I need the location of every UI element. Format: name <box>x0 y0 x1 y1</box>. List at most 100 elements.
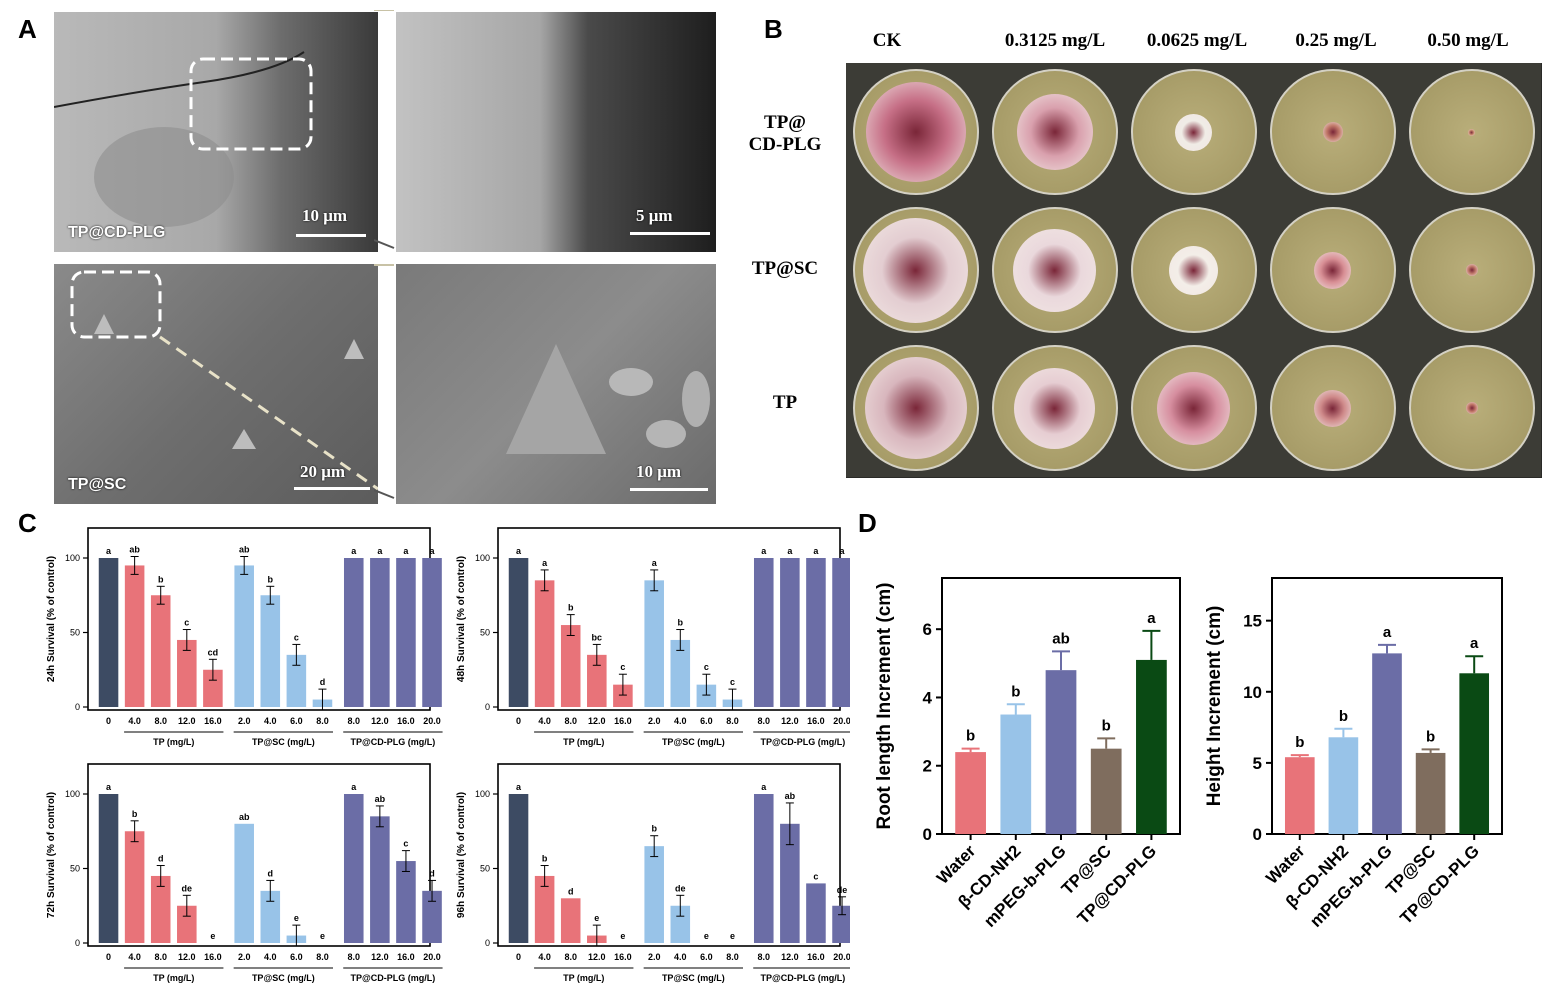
significance-letter: de <box>837 885 848 895</box>
scale-bar <box>296 234 366 237</box>
scale-bar <box>294 487 370 490</box>
bar <box>98 794 119 943</box>
petri-dish <box>1269 345 1396 471</box>
group-label: TP@CD-PLG (mg/L) <box>351 973 436 983</box>
x-tick-label: 8.0 <box>316 716 329 726</box>
x-tick-label: 4.0 <box>128 952 141 962</box>
zoom-connectors <box>374 10 395 499</box>
significance-letter: c <box>813 871 818 881</box>
column-header: CK <box>872 30 902 51</box>
bar <box>508 794 529 943</box>
petri-dish <box>852 345 979 471</box>
bar <box>560 625 581 707</box>
fungal-colony <box>1175 113 1212 151</box>
scale-text: 10 μm <box>302 206 348 225</box>
significance-letter: a <box>430 546 436 556</box>
group-label: TP@SC (mg/L) <box>252 973 315 983</box>
y-axis-label: 24h Survival (% of control) <box>46 556 57 682</box>
bar <box>124 831 145 943</box>
x-tick-label: 16.0 <box>204 952 222 962</box>
significance-letter: a <box>787 546 793 556</box>
x-tick-label: 8.0 <box>348 716 361 726</box>
significance-letter: ab <box>239 545 250 555</box>
group-label: TP@CD-PLG (mg/L) <box>761 973 846 983</box>
significance-letter: b <box>651 824 657 834</box>
x-tick-label: 12.0 <box>588 952 606 962</box>
significance-letter: a <box>106 782 112 792</box>
x-tick-label: 6.0 <box>700 716 713 726</box>
bar <box>955 752 986 834</box>
fungal-colony <box>1314 389 1351 427</box>
significance-letter: de <box>675 883 686 893</box>
x-tick-label: 4.0 <box>128 716 141 726</box>
x-tick-label: 8.0 <box>316 952 329 962</box>
row-header-line: TP@ <box>764 112 806 133</box>
bar <box>150 875 171 943</box>
x-tick-label: 4.0 <box>264 952 277 962</box>
bar <box>343 794 364 943</box>
row-header: TP <box>730 392 840 414</box>
significance-letter: ab <box>1052 630 1070 647</box>
significance-letter: a <box>652 558 658 568</box>
survival-plot: 0 50 100 96h Survival (% of control) a 0 b 4.0 d… <box>456 763 850 983</box>
group-label: TP@SC (mg/L) <box>662 973 725 983</box>
zoom-box <box>189 57 313 151</box>
bar <box>753 794 774 943</box>
group-label: TP@SC (mg/L) <box>662 737 725 747</box>
fungal-colony <box>1014 367 1095 449</box>
fungal-colony <box>1465 402 1478 414</box>
x-tick-label: 0 <box>106 716 111 726</box>
x-tick-label: 16.0 <box>614 952 632 962</box>
y-tick-label: 15 <box>1243 612 1262 631</box>
significance-letter: a <box>516 782 522 792</box>
bar <box>780 558 800 707</box>
bar <box>1000 714 1032 834</box>
bar <box>203 669 223 707</box>
significance-letter: e <box>210 931 215 941</box>
fungal-colony <box>1016 94 1093 170</box>
significance-letter: e <box>594 913 599 923</box>
petri-dish <box>991 207 1118 333</box>
x-tick-label: 8.0 <box>726 716 739 726</box>
significance-letter: d <box>568 886 574 896</box>
x-tick-label: 20.0 <box>833 716 850 726</box>
bar <box>286 654 307 707</box>
significance-letter: a <box>1147 610 1156 627</box>
plate-cell <box>1402 339 1541 477</box>
sem-image-top-right: 5 μm <box>396 12 716 252</box>
y-axis-label: Root length Increment (cm) <box>874 582 895 829</box>
fungal-colony <box>863 217 968 323</box>
y-tick-label: 10 <box>1243 683 1262 702</box>
petri-dish <box>1130 207 1257 333</box>
significance-letter: b <box>268 574 274 584</box>
significance-letter: a <box>542 558 548 568</box>
plate-cell <box>1402 63 1541 201</box>
y-tick-label: 50 <box>70 628 80 638</box>
y-axis-label: 48h Survival (% of control) <box>456 556 467 682</box>
group-label: TP (mg/L) <box>563 737 604 747</box>
y-tick-label: 0 <box>923 825 932 844</box>
bar <box>396 558 416 707</box>
x-tick-label: TP@CD-PLG <box>1074 841 1161 928</box>
x-tick-label: 4.0 <box>538 716 551 726</box>
petri-dish <box>1408 345 1535 471</box>
petri-dish <box>991 69 1118 195</box>
significance-letter: a <box>1383 624 1392 641</box>
significance-letter: b <box>1426 728 1435 745</box>
significance-letter: ab <box>375 794 386 804</box>
x-tick-label: 8.0 <box>348 952 361 962</box>
plate-cell <box>985 201 1124 339</box>
sem-image-bottom-left: TP@SC 20 μm <box>54 264 378 504</box>
significance-letter: a <box>1470 635 1479 652</box>
significance-letter: b <box>1102 717 1111 734</box>
bar <box>806 883 826 943</box>
y-tick-label: 100 <box>475 789 490 799</box>
x-tick-label: 0 <box>516 716 521 726</box>
scale-text: 10 μm <box>636 462 682 481</box>
x-tick-label: 8.0 <box>154 952 167 962</box>
bar <box>508 558 529 707</box>
bar <box>644 846 664 943</box>
significance-letter: e <box>320 931 325 941</box>
